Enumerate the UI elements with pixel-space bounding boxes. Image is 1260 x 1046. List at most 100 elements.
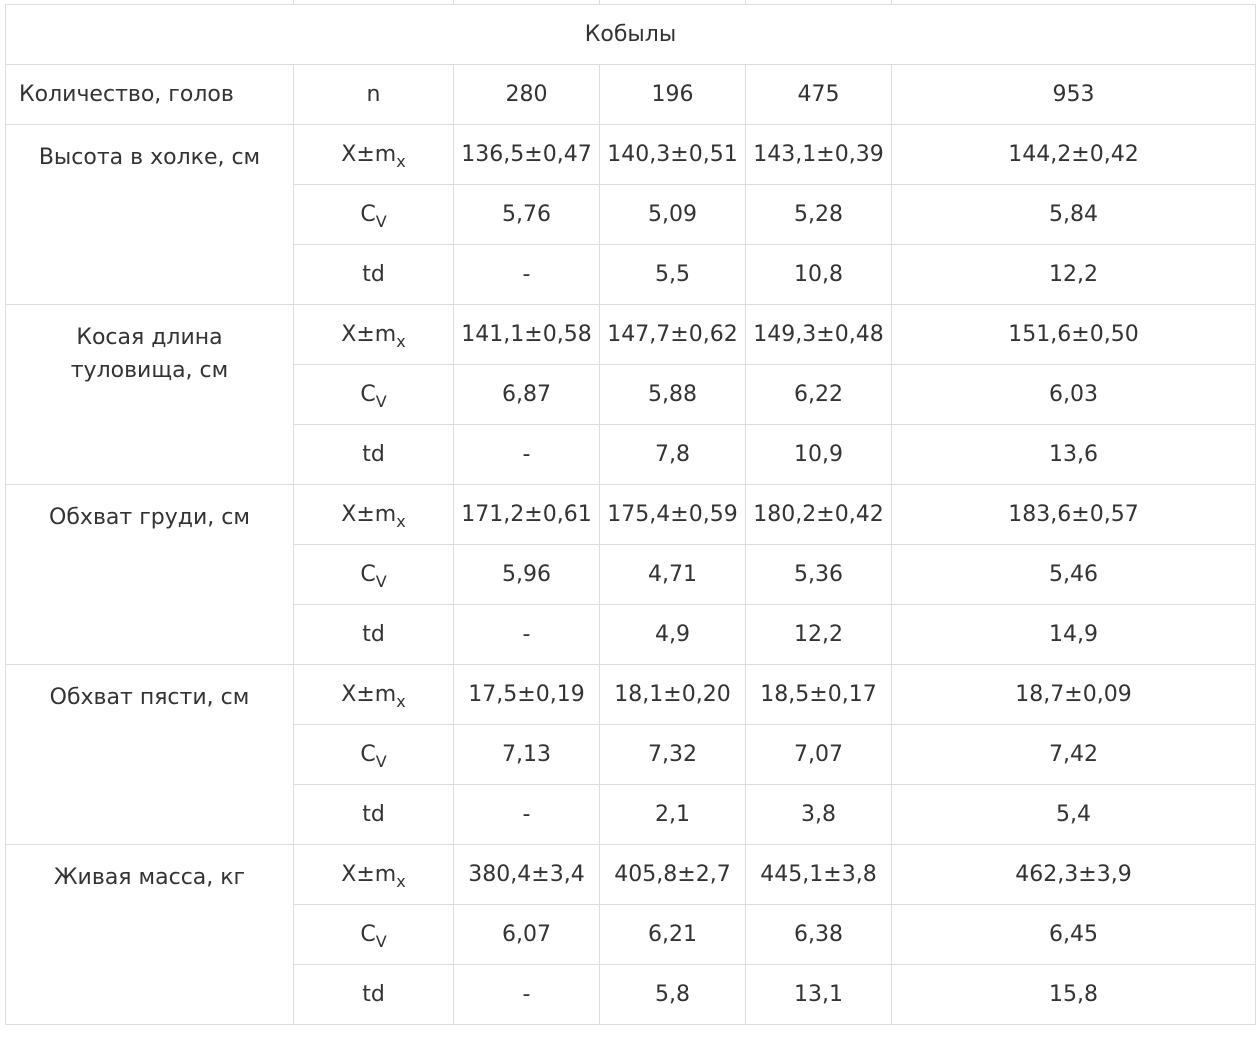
parameter-name: Обхват груди, см <box>5 484 294 665</box>
value-cell-mean: 140,3±0,51 <box>599 124 746 185</box>
stat-label-base: X±m <box>341 502 397 527</box>
value-cell-td: 3,8 <box>745 784 892 845</box>
value-cell-cv: 5,84 <box>890 184 1257 245</box>
value-cell-mean: 405,8±2,7 <box>599 844 746 905</box>
stat-label-subscript: x <box>396 512 406 531</box>
stat-label-base: C <box>360 382 376 407</box>
parameter-name: Косая длина туловища, см <box>5 304 294 485</box>
value-cell-cv: 7,32 <box>599 724 746 785</box>
count-label: Количество, голов <box>5 64 294 125</box>
value-cell-mean: 149,3±0,48 <box>745 304 892 365</box>
parameter-row-cv: CV 7,13 7,32 7,07 7,42 <box>6 724 1257 785</box>
stat-label-base: C <box>360 922 376 947</box>
parameter-name: Высота в холке, см <box>5 124 294 305</box>
stat-label-base: X±m <box>341 862 397 887</box>
stat-label-cv: CV <box>293 724 454 785</box>
parameter-name: Обхват пясти, см <box>5 664 294 845</box>
column-divider <box>891 0 892 4</box>
value-cell-mean: 183,6±0,57 <box>890 484 1257 545</box>
value-cell-td: 15,8 <box>890 964 1257 1025</box>
value-cell-td: 14,9 <box>890 604 1257 665</box>
value-cell-cv: 6,87 <box>453 364 600 425</box>
value-cell-mean: 136,5±0,47 <box>453 124 600 185</box>
value-cell-mean: 144,2±0,42 <box>890 124 1257 185</box>
value-cell-mean: 147,7±0,62 <box>599 304 746 365</box>
section-header-row: Кобылы <box>4 4 1257 65</box>
parameter-row-cv: CV 6,07 6,21 6,38 6,45 <box>6 904 1257 965</box>
stat-label-td: td <box>293 784 454 845</box>
value-cell-td: 5,8 <box>599 964 746 1025</box>
stat-label-subscript: V <box>375 932 387 951</box>
parameter-row-td: td -5,8 13,1 15,8 <box>6 964 1257 1025</box>
value-cell-mean: 18,7±0,09 <box>890 664 1257 725</box>
value-cell-cv: 6,38 <box>745 904 892 965</box>
stat-label-cv: CV <box>293 364 454 425</box>
value-cell-cv: 5,46 <box>890 544 1257 605</box>
stat-label-subscript: V <box>375 572 387 591</box>
stat-label-mean: X±mx <box>293 484 454 545</box>
stat-label-base: C <box>360 562 376 587</box>
parameter-row-cv: CV 5,96 4,71 5,36 5,46 <box>6 544 1257 605</box>
stat-label-base: X±m <box>341 322 397 347</box>
stat-label-td: td <box>293 424 454 485</box>
stat-label-base: C <box>360 202 376 227</box>
stat-label-td: td <box>293 604 454 665</box>
value-cell-td: - <box>453 604 600 665</box>
mares-measurements-table: Кобылы Количество, голов n 280 196 475 9… <box>4 4 1257 1025</box>
value-cell-cv: 6,22 <box>745 364 892 425</box>
value-cell-td: 13,1 <box>745 964 892 1025</box>
stat-label-mean: X±mx <box>293 124 454 185</box>
stat-label-base: td <box>362 262 385 287</box>
parameter-row-cv: CV 6,87 5,88 6,22 6,03 <box>6 364 1257 425</box>
column-divider <box>745 0 746 4</box>
value-cell-cv: 5,28 <box>745 184 892 245</box>
value-cell-td: 5,4 <box>890 784 1257 845</box>
value-cell-td: - <box>453 424 600 485</box>
value-cell-cv: 5,36 <box>745 544 892 605</box>
value-cell-cv: 6,07 <box>453 904 600 965</box>
value-cell-cv: 7,42 <box>890 724 1257 785</box>
value-cell-td: 4,9 <box>599 604 746 665</box>
section-title: Кобылы <box>4 4 1257 65</box>
value-cell-mean: 171,2±0,61 <box>453 484 600 545</box>
value-cell-cv: 7,07 <box>745 724 892 785</box>
count-value: 280 <box>453 64 600 125</box>
stat-label-base: X±m <box>341 682 397 707</box>
value-cell-td: - <box>453 244 600 305</box>
value-cell-mean: 151,6±0,50 <box>890 304 1257 365</box>
stat-label-subscript: V <box>375 392 387 411</box>
count-row: Количество, голов n 280 196 475 953 <box>5 64 1257 125</box>
value-cell-td: 7,8 <box>599 424 746 485</box>
value-cell-td: - <box>453 964 600 1025</box>
parameter-row-td: td -2,1 3,8 5,4 <box>6 784 1257 845</box>
stat-label-base: td <box>362 982 385 1007</box>
parameter-row-td: td -7,8 10,9 13,6 <box>6 424 1257 485</box>
stat-label-subscript: V <box>375 212 387 231</box>
parameter-row-td: td -4,9 12,2 14,9 <box>6 604 1257 665</box>
count-value: 196 <box>599 64 746 125</box>
value-cell-cv: 5,76 <box>453 184 600 245</box>
parameter-row-td: td -5,5 10,8 12,2 <box>6 244 1257 305</box>
value-cell-td: 10,8 <box>745 244 892 305</box>
stat-label-mean: X±mx <box>293 304 454 365</box>
parameter-name: Живая масса, кг <box>5 844 294 1025</box>
stat-label-base: td <box>362 802 385 827</box>
value-cell-td: 12,2 <box>890 244 1257 305</box>
value-cell-td: - <box>453 784 600 845</box>
value-cell-cv: 6,45 <box>890 904 1257 965</box>
value-cell-mean: 175,4±0,59 <box>599 484 746 545</box>
column-divider <box>599 0 600 4</box>
value-cell-cv: 4,71 <box>599 544 746 605</box>
parameter-row-mean: Высота в холке, см X±mx 136,5±0,47 140,3±0,… <box>5 124 1257 305</box>
value-cell-cv: 5,09 <box>599 184 746 245</box>
stat-label-subscript: x <box>396 692 406 711</box>
value-cell-mean: 445,1±3,8 <box>745 844 892 905</box>
value-cell-mean: 17,5±0,19 <box>453 664 600 725</box>
stat-label-cv: CV <box>293 904 454 965</box>
count-value: 475 <box>745 64 892 125</box>
stat-label-base: td <box>362 442 385 467</box>
parameter-row-cv: CV 5,76 5,09 5,28 5,84 <box>6 184 1257 245</box>
value-cell-mean: 180,2±0,42 <box>745 484 892 545</box>
value-cell-cv: 6,21 <box>599 904 746 965</box>
value-cell-td: 5,5 <box>599 244 746 305</box>
